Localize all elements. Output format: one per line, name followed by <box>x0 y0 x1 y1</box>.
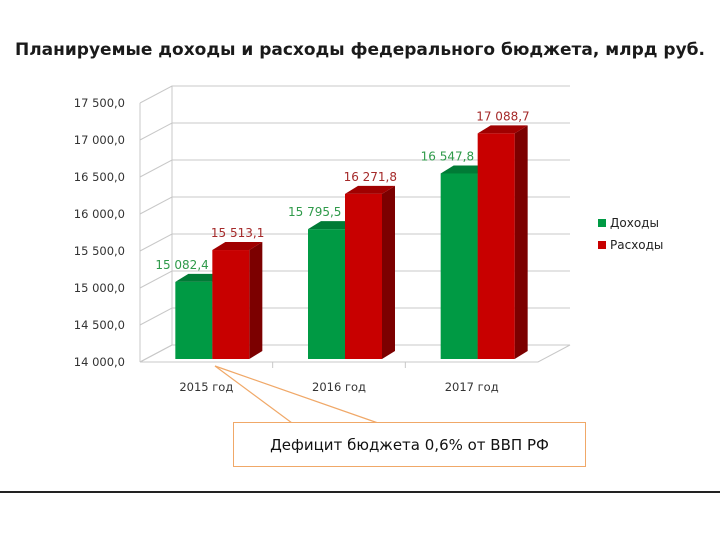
y-tick-label: 17 500,0 <box>74 96 125 110</box>
legend: Доходы Расходы <box>598 216 663 252</box>
legend-swatch <box>598 241 606 249</box>
bar-expense <box>477 125 528 359</box>
chart-title: Планируемые доходы и расходы федеральног… <box>14 40 705 60</box>
y-axis: 14 000,0 14 500,0 15 000,0 15 500,0 16 000,0… <box>74 96 125 369</box>
bar-top <box>345 185 395 194</box>
bar-expense <box>345 185 395 359</box>
deficit-callout: Дефицит бюджета 0,6% от ВВП РФ <box>233 422 586 467</box>
x-tick-label: 2015 год <box>179 380 233 394</box>
legend-label: Доходы <box>610 216 659 230</box>
pointer-line <box>214 365 293 424</box>
bar-top <box>212 242 263 251</box>
bar-front <box>477 133 515 359</box>
y-tick-label: 15 500,0 <box>74 244 125 258</box>
y-tick-label: 16 000,0 <box>74 207 125 221</box>
x-axis: 2015 год 2016 год 2017 год <box>179 362 499 394</box>
bar-front <box>345 193 382 359</box>
bar-chart: 14 000,0 14 500,0 15 000,0 15 500,0 16 000,0… <box>74 85 663 424</box>
bar-front <box>175 281 213 359</box>
bar-front <box>212 250 250 359</box>
y-tick-label: 15 000,0 <box>74 281 125 295</box>
bar-front <box>308 229 345 359</box>
gridline <box>139 85 570 104</box>
callout-pointer <box>214 365 379 424</box>
legend-label: Расходы <box>610 238 663 252</box>
bar-side <box>382 185 395 359</box>
y-tick-label: 17 000,0 <box>74 133 125 147</box>
bars <box>175 125 528 359</box>
bar-expense <box>212 242 263 359</box>
legend-swatch <box>598 219 606 227</box>
y-tick-label: 14 000,0 <box>74 355 125 369</box>
x-tick-label: 2016 год <box>312 380 366 394</box>
data-label: 16 547,8 <box>421 149 474 163</box>
data-label: 16 271,8 <box>344 170 397 184</box>
data-label: 17 088,7 <box>476 109 529 123</box>
bar-front <box>440 173 478 359</box>
y-tick-label: 16 500,0 <box>74 170 125 184</box>
pointer-line <box>214 365 379 424</box>
gridlines <box>139 85 570 363</box>
data-label: 15 082,4 <box>155 258 208 272</box>
y-tick-label: 14 500,0 <box>74 318 125 332</box>
bar-side <box>249 242 263 359</box>
bar-top <box>477 125 528 134</box>
x-tick-label: 2017 год <box>445 380 499 394</box>
bar-side <box>514 125 528 359</box>
data-label: 15 795,5 <box>288 205 341 219</box>
data-labels: 15 082,4 15 513,1 15 795,5 16 271,8 16 547,8… <box>155 109 529 271</box>
data-label: 15 513,1 <box>211 226 264 240</box>
divider-line <box>0 491 720 493</box>
